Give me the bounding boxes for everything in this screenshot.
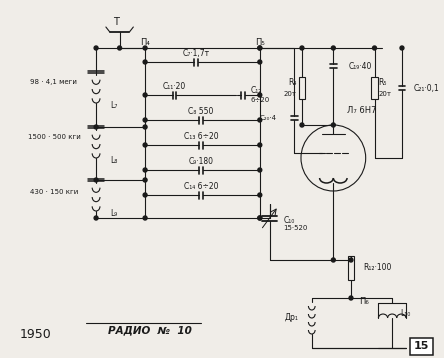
Text: П₅: П₅ [255, 38, 265, 47]
Circle shape [143, 93, 147, 97]
Circle shape [400, 46, 404, 50]
Circle shape [258, 216, 262, 220]
Circle shape [94, 125, 98, 129]
Bar [298, 77, 305, 99]
Text: Л₇ 6Н7: Л₇ 6Н7 [347, 106, 377, 115]
Text: L₁₀: L₁₀ [400, 309, 410, 318]
Text: C₉·180: C₉·180 [189, 156, 214, 165]
Text: C₈ 550: C₈ 550 [188, 106, 214, 116]
Circle shape [300, 46, 304, 50]
Text: C₁₄ 6÷20: C₁₄ 6÷20 [184, 182, 218, 190]
Bar [410, 338, 433, 355]
Bar [348, 256, 354, 280]
Circle shape [258, 168, 262, 172]
Circle shape [331, 258, 335, 262]
Text: 20т: 20т [378, 91, 392, 97]
Text: П₆: П₆ [359, 297, 369, 306]
Circle shape [258, 193, 262, 197]
Text: R₅: R₅ [378, 77, 387, 87]
Circle shape [331, 123, 335, 127]
Circle shape [118, 46, 122, 50]
Text: П₄: П₄ [140, 38, 150, 47]
Text: L₇: L₇ [110, 101, 117, 110]
Circle shape [143, 46, 147, 50]
Text: РАДИО  №  10: РАДИО № 10 [108, 325, 192, 335]
Circle shape [258, 46, 262, 50]
Circle shape [94, 46, 98, 50]
Circle shape [143, 178, 147, 182]
Text: C₂₁·0,1: C₂₁·0,1 [414, 83, 440, 92]
Text: C₁₀: C₁₀ [283, 216, 295, 224]
Circle shape [143, 143, 147, 147]
Circle shape [349, 296, 353, 300]
Circle shape [258, 46, 262, 50]
Circle shape [143, 168, 147, 172]
Text: 1500 · 500 кги: 1500 · 500 кги [28, 134, 80, 140]
Circle shape [300, 123, 304, 127]
Text: L₈: L₈ [110, 155, 117, 164]
Circle shape [143, 216, 147, 220]
Circle shape [143, 193, 147, 197]
Circle shape [258, 118, 262, 122]
Text: C₇·1,7т: C₇·1,7т [182, 48, 210, 58]
Circle shape [94, 178, 98, 182]
Text: 1950: 1950 [20, 328, 52, 340]
Circle shape [258, 93, 262, 97]
Circle shape [331, 46, 335, 50]
Text: R₄: R₄ [288, 77, 296, 87]
Circle shape [143, 125, 147, 129]
Circle shape [258, 216, 262, 220]
Circle shape [349, 258, 353, 262]
Bar [371, 77, 378, 99]
Text: C₂₀·4: C₂₀·4 [259, 115, 277, 121]
Text: 98 · 4,1 меги: 98 · 4,1 меги [31, 79, 77, 85]
Text: 15·520: 15·520 [283, 225, 308, 231]
Text: Др₁: Др₁ [284, 314, 298, 323]
Text: C₁₉·40: C₁₉·40 [349, 62, 373, 71]
Circle shape [94, 216, 98, 220]
Text: 20т: 20т [284, 91, 297, 97]
Circle shape [143, 60, 147, 64]
Text: 15: 15 [414, 341, 429, 351]
Text: 6÷20: 6÷20 [251, 97, 270, 103]
Text: Т: Т [113, 17, 119, 27]
Circle shape [143, 118, 147, 122]
Text: C₁₁·20: C₁₁·20 [163, 82, 186, 91]
Text: C₁₂: C₁₂ [251, 86, 262, 95]
Text: R₁₂·100: R₁₂·100 [363, 263, 391, 272]
Circle shape [258, 143, 262, 147]
Circle shape [373, 46, 377, 50]
Text: 430 · 150 кги: 430 · 150 кги [30, 189, 78, 195]
Text: L₉: L₉ [110, 208, 117, 218]
Text: C₁₃ 6÷20: C₁₃ 6÷20 [184, 131, 218, 140]
Circle shape [258, 60, 262, 64]
